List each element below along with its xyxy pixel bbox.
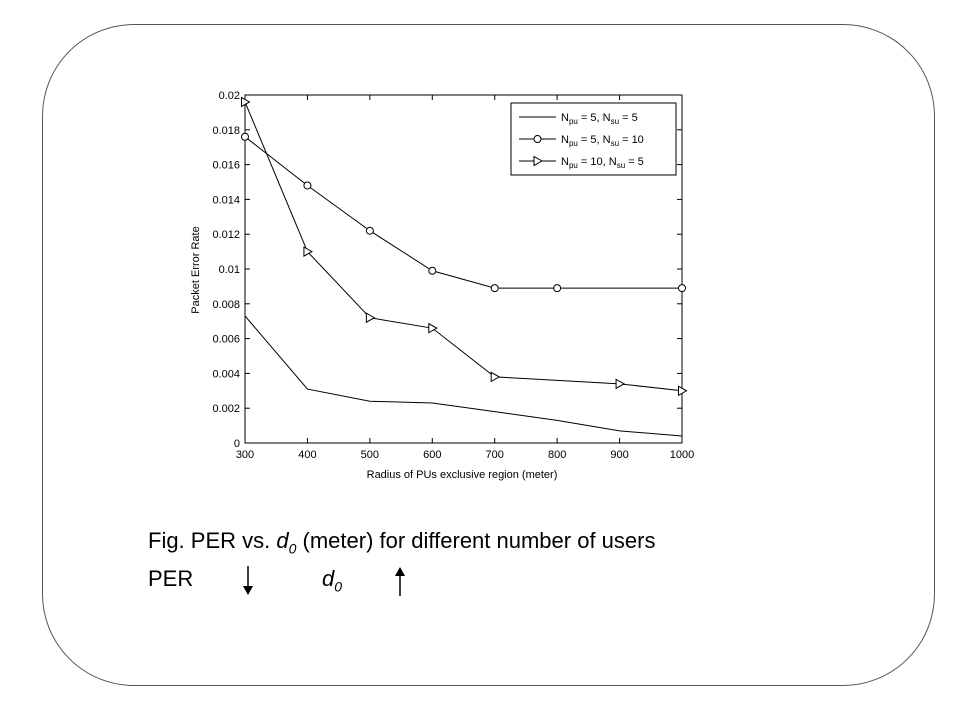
y-tick-label: 0 (234, 438, 240, 450)
y-tick-label: 0.018 (212, 125, 240, 137)
x-tick-label: 300 (236, 449, 254, 461)
series-3 (241, 96, 688, 397)
legend-label-part: N (561, 112, 569, 124)
y-axis-label: Packet Error Rate (190, 226, 202, 313)
y-tick-label: 0.01 (219, 264, 240, 276)
x-tick-label: 800 (548, 449, 566, 461)
x-axis-label: Radius of PUs exclusive region (meter) (367, 469, 558, 481)
y-tick-label: 0.002 (212, 403, 240, 415)
legend-label-part: N (561, 156, 569, 168)
d0-label: d0 (322, 566, 343, 595)
legend-entry-2: Npu = 5, Nsu = 10 (519, 134, 644, 148)
y-tick-label: 0.008 (212, 299, 240, 311)
caption-d0-variable: d0 (276, 528, 297, 557)
caption-line-1: Fig. PER vs. d0 (meter) for different nu… (148, 527, 655, 562)
legend-label-part: pu (569, 161, 578, 170)
series-layer (241, 96, 688, 437)
data-point-circle (428, 266, 437, 275)
x-tick-label: 1000 (670, 449, 694, 461)
series-line-1 (244, 315, 683, 437)
data-point-circle (303, 181, 312, 190)
data-point-triangle (533, 155, 544, 167)
series-2 (241, 132, 686, 293)
data-point-circle (490, 284, 499, 293)
legend-label-part: = 10, N (578, 156, 617, 168)
figure-caption: Fig. PER vs. d0 (meter) for different nu… (148, 527, 655, 562)
y-tick-label: 0.012 (212, 229, 240, 241)
legend-label-part: su (611, 139, 619, 148)
legend-label-part: = 10 (619, 134, 644, 146)
legend-label-part: = 5 (625, 156, 644, 168)
legend-label-part: = 5 (619, 112, 638, 124)
legend-label: Npu = 5, Nsu = 10 (561, 134, 644, 148)
x-tick-label: 700 (486, 449, 504, 461)
x-tick-label: 600 (423, 449, 441, 461)
rounded-frame (42, 24, 935, 686)
x-tick-label: 400 (298, 449, 316, 461)
data-point-circle (365, 226, 374, 235)
x-tick-label: 900 (610, 449, 628, 461)
data-point-triangle (428, 322, 438, 334)
y-tick-label: 0.014 (212, 194, 240, 206)
data-point-circle (241, 132, 249, 141)
arrow-up-icon (395, 567, 405, 596)
data-point-triangle (615, 378, 626, 390)
y-tick-label: 0.006 (212, 334, 240, 346)
data-point-triangle (490, 371, 501, 383)
legend-label-part: su (611, 117, 619, 126)
legend-label: Npu = 5, Nsu = 5 (561, 112, 638, 126)
legend-entry-3: Npu = 10, Nsu = 5 (519, 155, 644, 170)
data-point-triangle (678, 385, 688, 397)
legend-label-part: pu (569, 139, 578, 148)
x-tick-label: 500 (361, 449, 379, 461)
legend-label-part: = 5, N (578, 134, 611, 146)
caption-suffix: (meter) for different number of users (296, 528, 656, 553)
data-point-circle (553, 284, 562, 293)
per-label: PER (148, 566, 194, 591)
caption-prefix: Fig. PER vs. (148, 528, 277, 553)
legend-entry-1: Npu = 5, Nsu = 5 (519, 112, 638, 126)
data-point-circle (678, 284, 686, 293)
data-point-triangle (241, 96, 251, 108)
data-point-triangle (303, 246, 313, 257)
y-tick-label: 0.004 (212, 368, 240, 380)
data-point-circle (533, 135, 542, 143)
legend-label-part: = 5, N (578, 112, 611, 124)
y-tick-label: 0.016 (212, 160, 240, 172)
data-point-triangle (365, 312, 376, 324)
legend-label: Npu = 10, Nsu = 5 (561, 156, 644, 170)
legend-label-part: pu (569, 117, 578, 126)
legend-label-part: su (617, 161, 625, 170)
y-tick-label: 0.02 (219, 90, 240, 102)
series-1 (244, 315, 683, 437)
arrow-down-icon (243, 566, 253, 595)
legend-label-part: N (561, 134, 569, 146)
